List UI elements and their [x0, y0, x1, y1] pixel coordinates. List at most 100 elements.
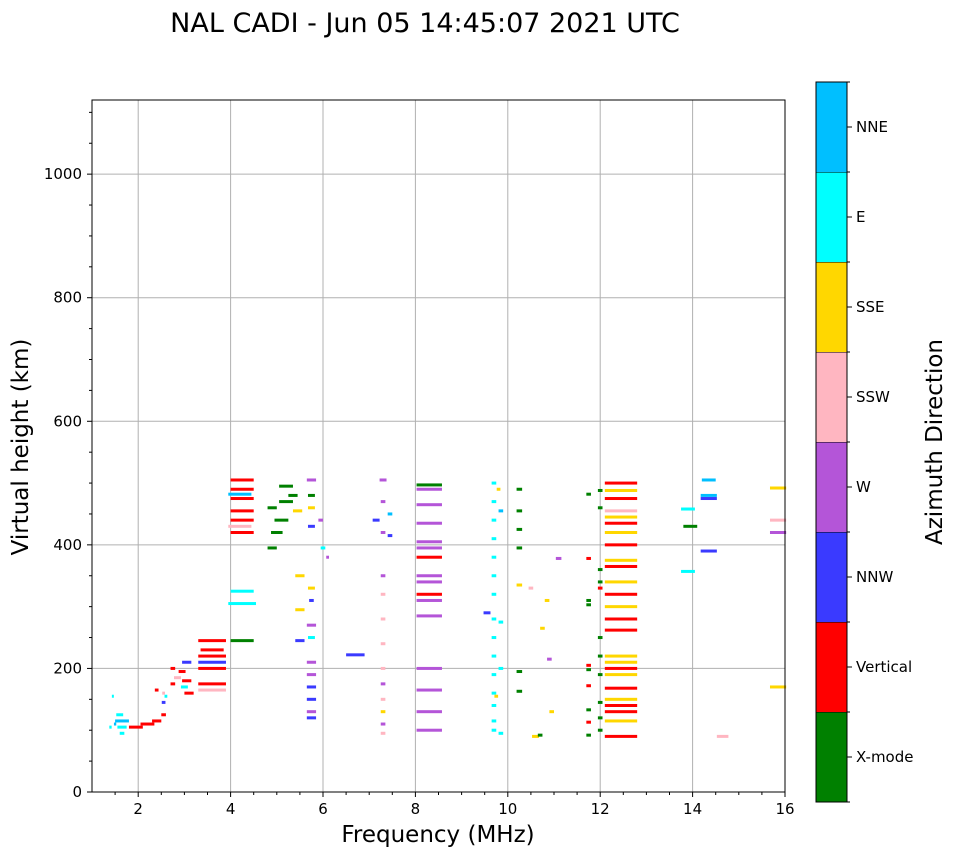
echo-point	[537, 733, 543, 737]
echo-point	[230, 509, 254, 513]
echo-point	[681, 507, 695, 511]
echo-point	[604, 660, 638, 664]
colorbar-label-item: SSW	[856, 388, 890, 406]
echo-point	[604, 710, 638, 714]
y-tick-label: 800	[53, 289, 82, 307]
echo-point	[228, 492, 252, 496]
echo-point	[604, 488, 638, 492]
echo-point	[416, 728, 442, 732]
echo-point	[109, 725, 112, 729]
y-tick-label: 600	[53, 412, 82, 430]
echo-point	[604, 481, 638, 485]
x-tick-label: 4	[226, 800, 236, 818]
echo-point	[180, 685, 188, 689]
echo-point	[491, 555, 497, 559]
echo-point	[380, 642, 386, 646]
echo-point	[380, 722, 386, 726]
x-tick-label: 2	[133, 800, 143, 818]
x-tick-label: 8	[411, 800, 421, 818]
echo-point	[306, 478, 317, 482]
echo-point	[416, 598, 442, 602]
echo-point	[174, 676, 181, 680]
echo-point	[387, 512, 393, 516]
colorbar-label: Azimuth Direction	[922, 339, 948, 545]
echo-point	[597, 673, 603, 677]
echo-point	[597, 506, 603, 510]
echo-point	[491, 518, 497, 522]
echo-point	[288, 493, 298, 497]
echo-point	[416, 521, 442, 525]
echo-point	[586, 603, 591, 607]
echo-point	[113, 722, 117, 726]
echo-point	[416, 555, 442, 559]
echo-point	[117, 725, 127, 729]
echo-point	[498, 509, 504, 513]
echo-point	[586, 556, 591, 560]
y-tick-label: 200	[53, 659, 82, 677]
echo-point	[516, 546, 523, 550]
echo-point	[491, 574, 497, 578]
echo-point	[307, 506, 315, 510]
echo-point	[491, 636, 497, 640]
plot-background	[92, 100, 785, 792]
colorbar-segment	[816, 82, 847, 172]
echo-point	[604, 580, 638, 584]
echo-point	[549, 710, 554, 714]
echo-point	[295, 639, 305, 643]
echo-point	[295, 574, 305, 578]
echo-point	[152, 719, 162, 723]
echo-point	[182, 660, 192, 664]
echo-point	[416, 503, 442, 507]
echo-point	[597, 568, 603, 572]
echo-point	[182, 679, 192, 683]
echo-point	[700, 497, 717, 501]
echo-point	[140, 722, 155, 726]
echo-point	[604, 704, 638, 707]
echo-point	[230, 497, 254, 501]
echo-point	[604, 515, 638, 519]
echo-point	[267, 546, 277, 550]
echo-point	[498, 731, 504, 735]
colorbar-segment	[816, 622, 847, 712]
echo-point	[309, 598, 314, 602]
echo-point	[586, 663, 591, 667]
echo-point	[586, 708, 591, 712]
echo-point	[198, 688, 226, 692]
y-tick-label: 0	[72, 783, 82, 801]
echo-point	[604, 734, 638, 738]
echo-point	[586, 668, 591, 672]
x-tick-label: 12	[591, 800, 610, 818]
echo-point	[604, 521, 638, 525]
echo-point	[306, 673, 317, 677]
echo-point	[491, 704, 497, 707]
echo-point	[604, 592, 638, 596]
echo-point	[230, 478, 254, 482]
echo-point	[306, 660, 317, 664]
echo-point	[416, 574, 442, 578]
echo-point	[380, 710, 386, 714]
echo-point	[198, 654, 226, 658]
echo-point	[496, 487, 501, 491]
echo-point	[416, 666, 442, 670]
echo-point	[604, 697, 638, 701]
echo-point	[307, 586, 315, 590]
echo-point	[119, 731, 125, 735]
echo-point	[128, 725, 143, 729]
echo-point	[198, 660, 226, 664]
echo-point	[279, 500, 293, 504]
echo-point	[380, 666, 386, 670]
echo-point	[228, 524, 252, 528]
colorbar: X-mode Vertical NNW W SSW SSE E NNE	[815, 81, 913, 803]
x-tick-label: 14	[683, 800, 702, 818]
echo-point	[116, 713, 124, 717]
echo-point	[701, 478, 716, 482]
echo-point	[498, 620, 504, 624]
echo-point	[198, 639, 226, 643]
echo-point	[498, 666, 504, 670]
echo-point	[700, 549, 717, 553]
echo-point	[380, 697, 386, 701]
echo-point	[491, 592, 497, 596]
x-tick-label: 10	[498, 800, 517, 818]
echo-point	[528, 586, 534, 590]
